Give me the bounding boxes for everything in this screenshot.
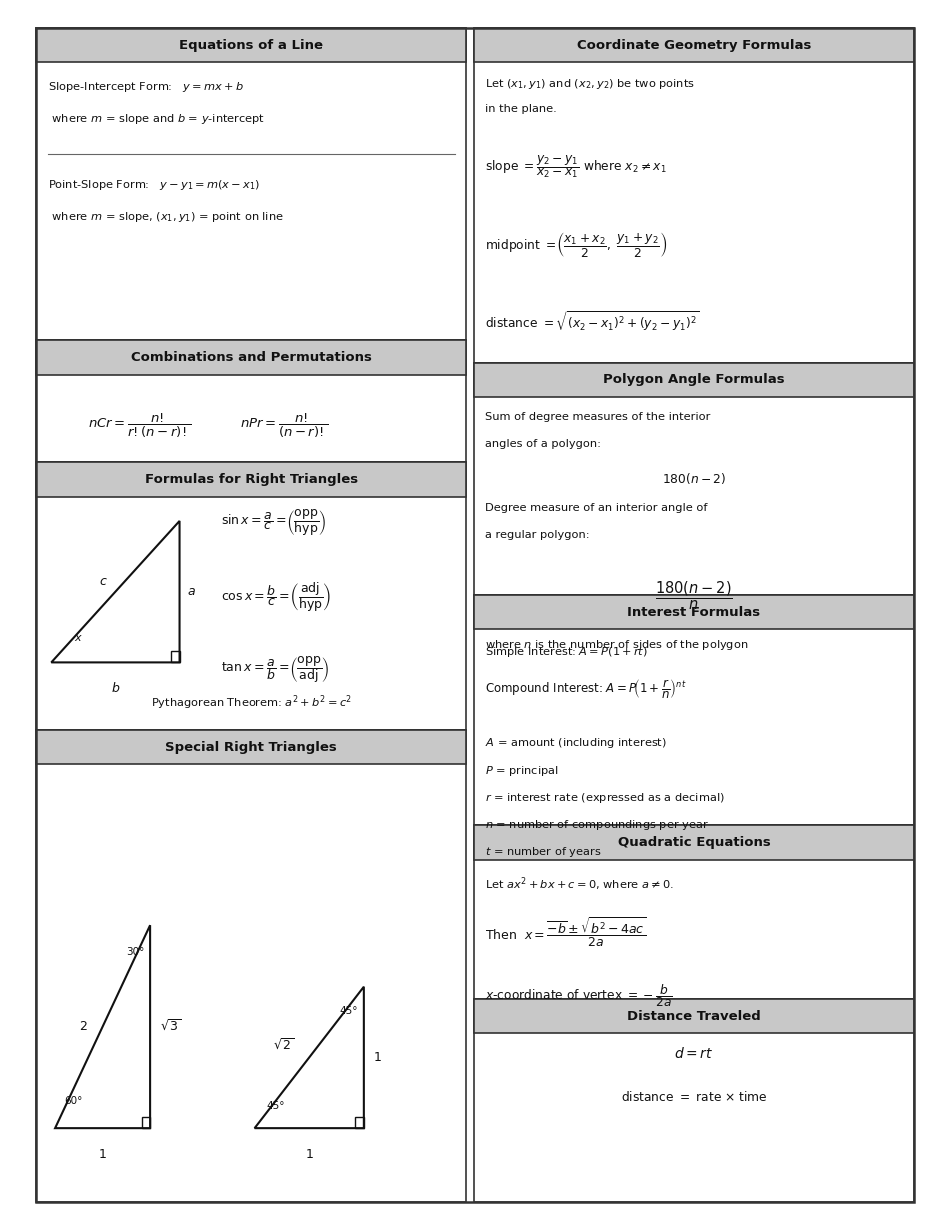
Text: $n$ = number of compoundings per year: $n$ = number of compoundings per year xyxy=(485,818,709,831)
Text: 45°: 45° xyxy=(266,1101,284,1111)
Text: b: b xyxy=(111,683,120,695)
Bar xyxy=(474,999,914,1202)
Text: where $n$ is the number of sides of the polygon: where $n$ is the number of sides of the … xyxy=(485,638,749,652)
Bar xyxy=(36,731,466,1202)
Text: 45°: 45° xyxy=(340,1006,358,1016)
Text: Sum of degree measures of the interior: Sum of degree measures of the interior xyxy=(485,412,711,422)
Text: $\mathrm{tan}\, x = \dfrac{a}{b} = \!\left(\dfrac{\mathrm{opp}}{\mathrm{adj}}\ri: $\mathrm{tan}\, x = \dfrac{a}{b} = \!\le… xyxy=(221,654,330,685)
Text: Formulas for Right Triangles: Formulas for Right Triangles xyxy=(144,474,358,486)
Bar xyxy=(474,825,914,860)
Text: Then  $x = \dfrac{\overline{-b} \pm \sqrt{b^2 - 4ac}}{2a}$: Then $x = \dfrac{\overline{-b} \pm \sqrt… xyxy=(485,915,647,948)
Text: Let $ax^2 + bx + c = 0$, where $a \neq 0$.: Let $ax^2 + bx + c = 0$, where $a \neq 0… xyxy=(485,876,674,893)
Text: a: a xyxy=(187,585,195,598)
Text: c: c xyxy=(99,576,105,588)
Text: Compound Interest: $A = P\!\left(1+\dfrac{r}{n}\right)^{nt}$: Compound Interest: $A = P\!\left(1+\dfra… xyxy=(485,678,687,700)
Bar xyxy=(474,28,914,63)
Text: Degree measure of an interior angle of: Degree measure of an interior angle of xyxy=(485,503,708,513)
Text: $d = rt$: $d = rt$ xyxy=(674,1046,713,1060)
Text: $\sqrt{2}$: $\sqrt{2}$ xyxy=(273,1038,294,1053)
Text: $nCr = \dfrac{n!}{r!(n-r)!}$: $nCr = \dfrac{n!}{r!(n-r)!}$ xyxy=(88,412,191,440)
Text: $\mathrm{cos}\, x = \dfrac{b}{c} = \!\left(\dfrac{\mathrm{adj}}{\mathrm{hyp}}\ri: $\mathrm{cos}\, x = \dfrac{b}{c} = \!\le… xyxy=(221,581,332,614)
Text: Coordinate Geometry Formulas: Coordinate Geometry Formulas xyxy=(577,39,811,52)
Text: $r$ = interest rate (expressed as a decimal): $r$ = interest rate (expressed as a deci… xyxy=(485,791,725,804)
Text: Simple Interest: $A = P(1 + rt)$: Simple Interest: $A = P(1 + rt)$ xyxy=(485,646,648,659)
Text: Distance Traveled: Distance Traveled xyxy=(627,1010,761,1022)
Bar xyxy=(36,28,466,63)
Text: Interest Formulas: Interest Formulas xyxy=(627,605,761,619)
Text: 1: 1 xyxy=(305,1148,314,1161)
Text: Quadratic Equations: Quadratic Equations xyxy=(618,836,770,849)
Bar xyxy=(36,462,466,497)
Text: $x$-coordinate of vertex $= -\dfrac{b}{2a}$: $x$-coordinate of vertex $= -\dfrac{b}{2… xyxy=(485,983,674,1010)
Text: 1: 1 xyxy=(99,1148,106,1161)
Bar xyxy=(474,363,914,595)
Text: 1: 1 xyxy=(373,1050,381,1064)
Text: $180(n - 2)$: $180(n - 2)$ xyxy=(662,471,726,486)
Text: $P$ = principal: $P$ = principal xyxy=(485,764,560,777)
Bar xyxy=(36,462,466,731)
Bar xyxy=(36,731,466,765)
Text: Slope-Intercept Form:   $y = mx + b$: Slope-Intercept Form: $y = mx + b$ xyxy=(48,80,243,93)
Text: 60°: 60° xyxy=(65,1096,83,1106)
Text: a regular polygon:: a regular polygon: xyxy=(485,530,590,540)
Bar xyxy=(474,825,914,999)
Text: Point-Slope Form:   $y - y_1 = m(x - x_1)$: Point-Slope Form: $y - y_1 = m(x - x_1)$ xyxy=(48,178,259,192)
Text: Let $(x_1, y_1)$ and $(x_2, y_2)$ be two points: Let $(x_1, y_1)$ and $(x_2, y_2)$ be two… xyxy=(485,77,695,91)
Text: Combinations and Permutations: Combinations and Permutations xyxy=(131,351,371,364)
Bar xyxy=(36,341,466,375)
Text: $\mathrm{sin}\, x = \dfrac{a}{c} = \!\left(\dfrac{\mathrm{opp}}{\mathrm{hyp}}\ri: $\mathrm{sin}\, x = \dfrac{a}{c} = \!\le… xyxy=(221,507,327,538)
Bar xyxy=(474,595,914,630)
Bar xyxy=(474,595,914,825)
Text: where $m$ = slope, $(x_1, y_1)$ = point on line: where $m$ = slope, $(x_1, y_1)$ = point … xyxy=(48,210,283,224)
Text: x: x xyxy=(75,632,81,643)
Text: $t$ = number of years: $t$ = number of years xyxy=(485,845,602,859)
Text: angles of a polygon:: angles of a polygon: xyxy=(485,439,601,449)
Bar xyxy=(474,363,914,397)
Text: Equations of a Line: Equations of a Line xyxy=(180,39,323,52)
Text: Pythagorean Theorem: $a^2 + b^2 = c^2$: Pythagorean Theorem: $a^2 + b^2 = c^2$ xyxy=(151,694,352,712)
Bar xyxy=(36,28,466,341)
Bar xyxy=(474,28,914,363)
Bar xyxy=(36,341,466,462)
Text: where $m$ = slope and $b$ = $y$-intercept: where $m$ = slope and $b$ = $y$-intercep… xyxy=(48,112,265,125)
Text: Polygon Angle Formulas: Polygon Angle Formulas xyxy=(603,374,785,386)
Text: slope $= \dfrac{y_2 - y_1}{x_2 - x_1}$ where $x_2 \neq x_1$: slope $= \dfrac{y_2 - y_1}{x_2 - x_1}$ w… xyxy=(485,154,667,181)
Text: distance $=$ rate $\times$ time: distance $=$ rate $\times$ time xyxy=(620,1090,768,1103)
Text: 2: 2 xyxy=(80,1020,87,1033)
Text: 30°: 30° xyxy=(126,947,144,957)
Text: in the plane.: in the plane. xyxy=(485,105,558,114)
Text: midpoint $= \!\left(\dfrac{x_1+x_2}{2},\ \dfrac{y_1+y_2}{2}\right)$: midpoint $= \!\left(\dfrac{x_1+x_2}{2},\… xyxy=(485,230,668,258)
Text: $nPr = \dfrac{n!}{(n-r)!}$: $nPr = \dfrac{n!}{(n-r)!}$ xyxy=(240,412,329,440)
Bar xyxy=(474,999,914,1033)
Text: $\dfrac{180(n-2)}{n}$: $\dfrac{180(n-2)}{n}$ xyxy=(656,579,732,611)
Text: $\sqrt{3}$: $\sqrt{3}$ xyxy=(160,1020,180,1034)
Text: $A$ = amount (including interest): $A$ = amount (including interest) xyxy=(485,737,667,750)
Text: distance $= \sqrt{(x_2 - x_1)^2 + (y_2 - y_1)^2}$: distance $= \sqrt{(x_2 - x_1)^2 + (y_2 -… xyxy=(485,310,700,333)
Text: Special Right Triangles: Special Right Triangles xyxy=(165,740,337,754)
